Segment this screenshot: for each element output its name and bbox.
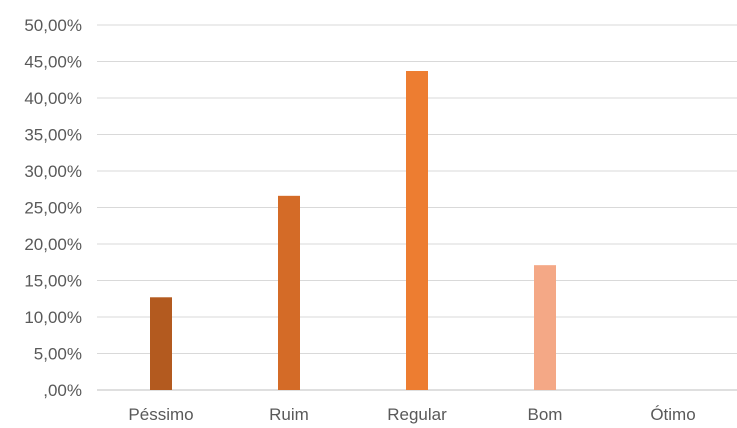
y-tick-label: 25,00%	[24, 199, 82, 218]
y-tick-label: 30,00%	[24, 162, 82, 181]
y-tick-label: 50,00%	[24, 16, 82, 35]
x-tick-label: Péssimo	[128, 405, 193, 424]
y-axis-tick-labels: ,00% 5,00% 10,00% 15,00% 20,00% 25,00% 30,00% 3…	[24, 16, 82, 400]
x-axis-tick-labels: Péssimo Ruim Regular Bom Ótimo	[128, 405, 695, 424]
bar-3	[406, 70, 428, 391]
y-tick-label: 15,00%	[24, 272, 82, 291]
y-tick-label: 35,00%	[24, 126, 82, 145]
x-tick-label: Bom	[528, 405, 563, 424]
bar-4	[534, 265, 556, 390]
x-tick-label: Regular	[387, 405, 447, 424]
y-tick-label: 5,00%	[34, 345, 82, 364]
y-tick-label: 20,00%	[24, 235, 82, 254]
x-tick-label: Ruim	[269, 405, 309, 424]
y-tick-label: 10,00%	[24, 308, 82, 327]
y-tick-label: ,00%	[43, 381, 82, 400]
bar-2	[278, 195, 300, 390]
bar-1	[150, 297, 172, 390]
x-tick-label: Ótimo	[650, 405, 695, 424]
y-tick-label: 40,00%	[24, 89, 82, 108]
bars	[150, 70, 556, 391]
y-tick-label: 45,00%	[24, 53, 82, 72]
